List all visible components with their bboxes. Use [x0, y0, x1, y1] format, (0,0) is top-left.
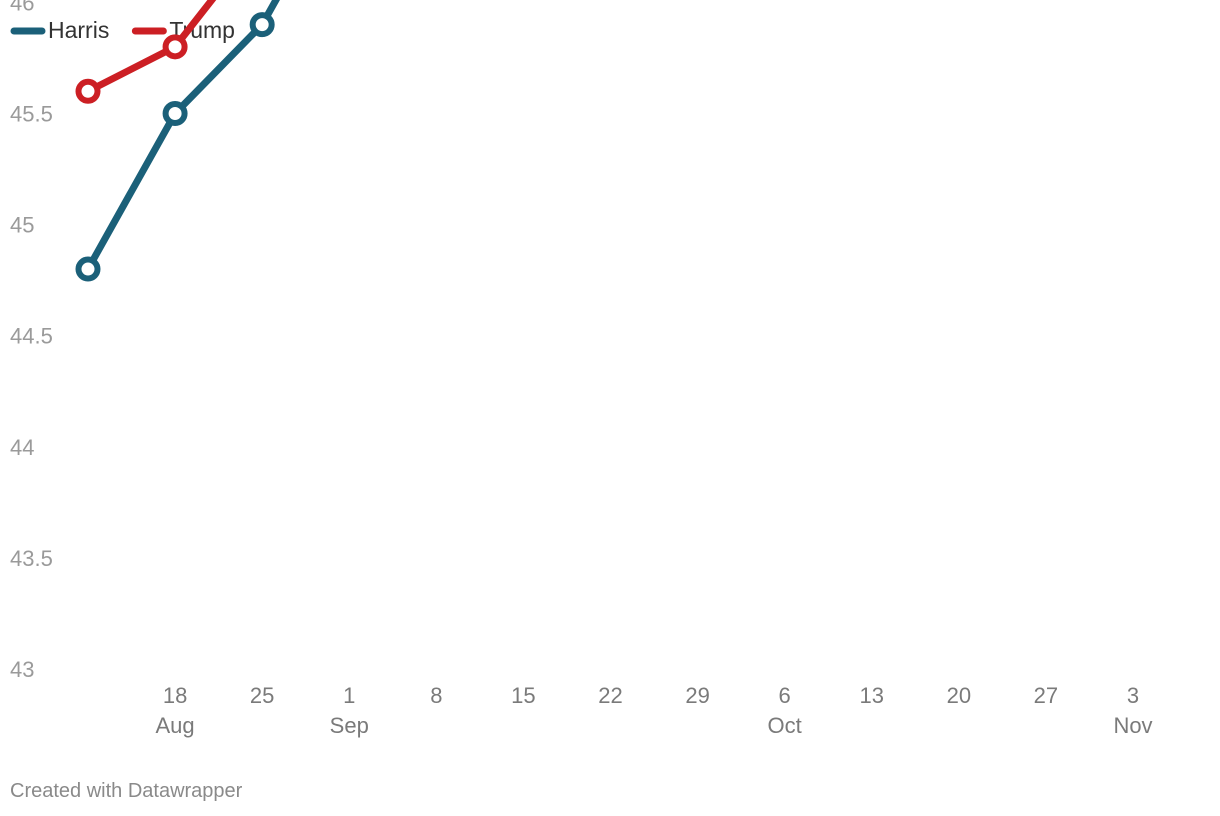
x-tick-label: 8 — [430, 683, 442, 708]
x-tick-label: 18 — [163, 683, 187, 708]
x-tick-label: 6 — [779, 683, 791, 708]
legend: Harris Trump — [10, 17, 235, 43]
harris-point — [75, 256, 101, 282]
x-tick-label: 20 — [947, 683, 971, 708]
harris-line — [84, 0, 280, 273]
x-month-label: Oct — [768, 713, 802, 738]
x-tick-label: 3 — [1127, 683, 1139, 708]
x-month-label: Sep — [330, 713, 369, 738]
y-tick-label: 45.5 — [10, 102, 53, 127]
y-tick-label: 46 — [10, 0, 34, 15]
harris-point — [249, 12, 275, 38]
trump-point — [75, 78, 101, 104]
y-tick-label: 43 — [10, 657, 34, 682]
x-month-label: Aug — [156, 713, 195, 738]
series-lines — [75, 0, 280, 282]
y-tick-label: 44 — [10, 435, 34, 460]
x-tick-label: 13 — [860, 683, 884, 708]
series-trump — [75, 0, 217, 104]
y-tick-label: 44.5 — [10, 324, 53, 349]
x-tick-label: 15 — [511, 683, 535, 708]
trump-point — [162, 34, 188, 60]
x-tick-label: 27 — [1034, 683, 1058, 708]
harris-point — [162, 101, 188, 126]
x-tick-label: 1 — [343, 683, 355, 708]
x-tick-label: 25 — [250, 683, 274, 708]
legend-label-harris: Harris — [48, 17, 109, 43]
x-month-label: Nov — [1113, 713, 1152, 738]
x-tick-label: 22 — [598, 683, 622, 708]
series-harris — [75, 0, 280, 282]
footer-credit: Created with Datawrapper — [10, 780, 243, 802]
x-tick-label: 29 — [685, 683, 709, 708]
y-tick-label: 45 — [10, 213, 34, 238]
x-axis: 18 Aug 25 1 Sep 8 15 22 29 6 Oct 13 20 27 3 Nov — [156, 683, 1153, 738]
y-tick-label: 43.5 — [10, 546, 53, 571]
